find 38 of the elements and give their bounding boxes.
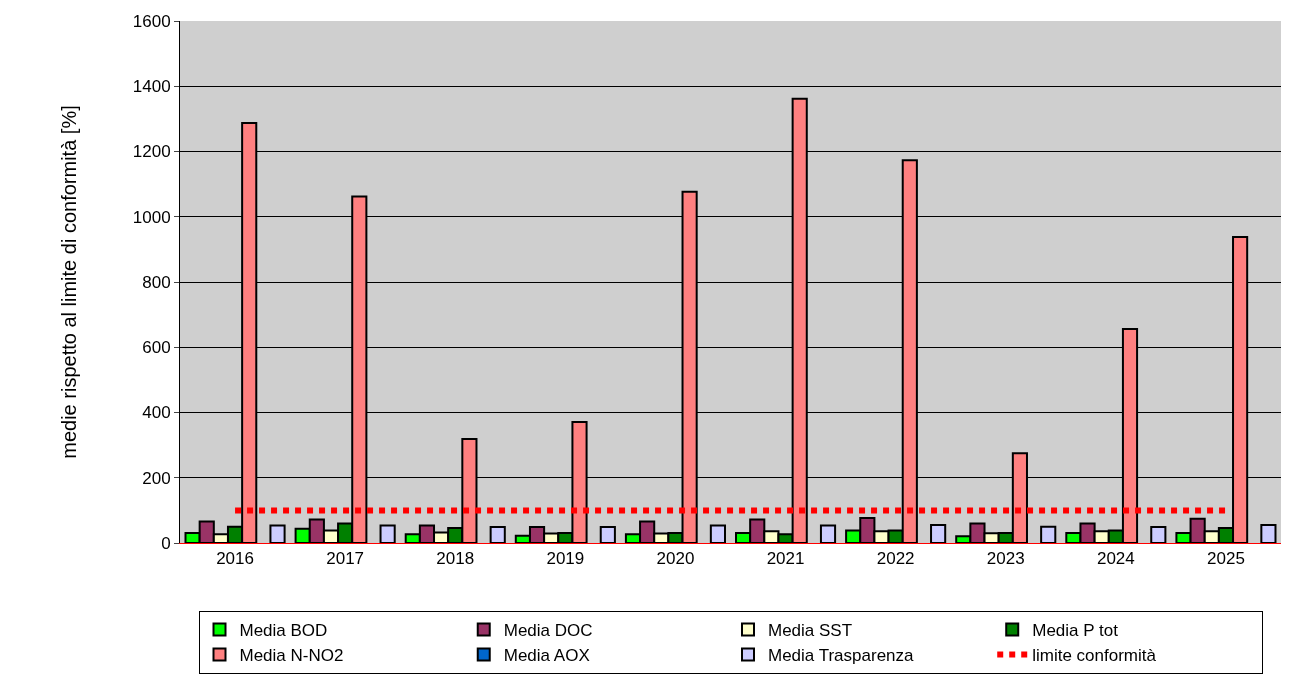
bar xyxy=(379,524,396,543)
x-tick-label: 2016 xyxy=(216,549,254,569)
x-tick-label: 2023 xyxy=(986,549,1025,569)
bar xyxy=(1040,525,1057,543)
legend-label: Media N-NO2 xyxy=(239,646,344,666)
y-tick-label: 1000 xyxy=(132,207,171,227)
y-tick-label: 0 xyxy=(161,533,171,553)
legend-label: limite conformità xyxy=(1032,646,1157,666)
y-tick-label: 1600 xyxy=(132,11,171,31)
y-tick-label: 1200 xyxy=(132,142,171,162)
y-tick-label: 200 xyxy=(142,468,171,488)
bar xyxy=(1260,524,1277,543)
x-tick-label: 2025 xyxy=(1207,549,1245,569)
legend-label: Media DOC xyxy=(503,621,593,641)
legend-label: Media BOD xyxy=(239,621,328,641)
x-tick-label: 2020 xyxy=(656,549,695,569)
x-tick-label: 2024 xyxy=(1096,549,1135,569)
x-tick-label: 2017 xyxy=(326,549,365,569)
legend-label: Media Trasparenza xyxy=(767,646,915,666)
bar xyxy=(489,526,506,543)
legend-label: Media AOX xyxy=(503,646,590,666)
bar xyxy=(709,524,726,543)
legend-label: Media SST xyxy=(767,621,853,641)
y-tick-label: 600 xyxy=(142,338,171,358)
bar xyxy=(269,524,286,543)
bar xyxy=(599,526,616,543)
y-tick-label: 800 xyxy=(142,272,171,292)
y-tick-label: 400 xyxy=(142,403,171,423)
y-tick-label: 1400 xyxy=(132,77,171,97)
legend-label: Media P tot xyxy=(1032,621,1119,641)
bar xyxy=(1150,526,1167,543)
y-axis-title: medie rispetto al limite di conformità [%] xyxy=(58,105,81,459)
x-tick-label: 2022 xyxy=(876,549,915,569)
x-tick-label: 2018 xyxy=(436,549,475,569)
bar xyxy=(930,524,947,543)
x-tick-label: 2021 xyxy=(766,549,805,569)
x-tick-label: 2019 xyxy=(546,549,585,569)
bar xyxy=(819,524,837,543)
